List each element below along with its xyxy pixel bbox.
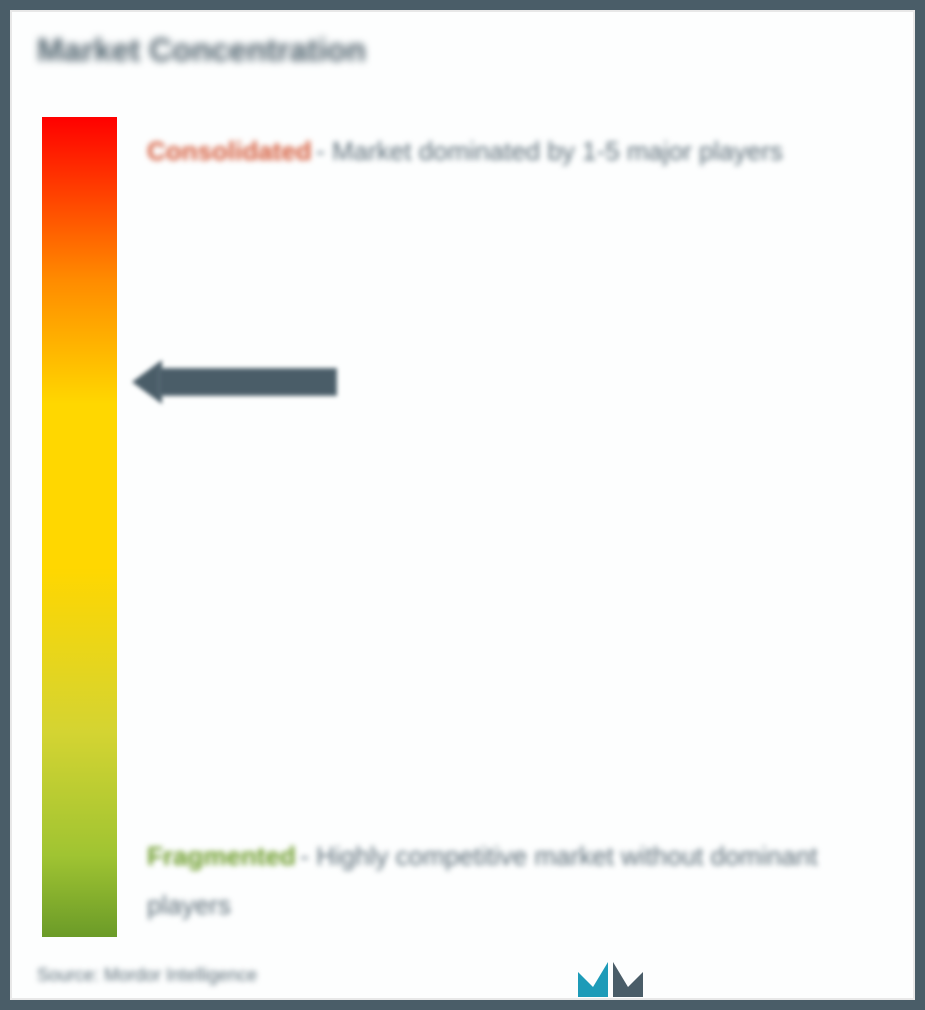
arrow-body: [160, 370, 335, 394]
consolidated-description-block: Consolidated - Market dominated by 1-5 m…: [147, 127, 887, 176]
fragmented-label: Fragmented: [147, 841, 296, 871]
consolidated-description: - Market dominated by 1-5 major players: [316, 136, 783, 166]
fragmented-description-block: Fragmented - Highly competitive market w…: [147, 832, 887, 931]
logo-icon: [573, 957, 653, 1002]
consolidated-label: Consolidated: [147, 136, 312, 166]
arrow-head-icon: [132, 360, 162, 404]
chart-title: Market Concentration: [37, 32, 366, 69]
brand-logo: [573, 957, 653, 1007]
concentration-gradient-bar: [42, 117, 117, 937]
chart-frame: Market Concentration Consolidated - Mark…: [10, 10, 915, 1000]
source-attribution: Source: Mordor Intelligence: [37, 965, 257, 986]
